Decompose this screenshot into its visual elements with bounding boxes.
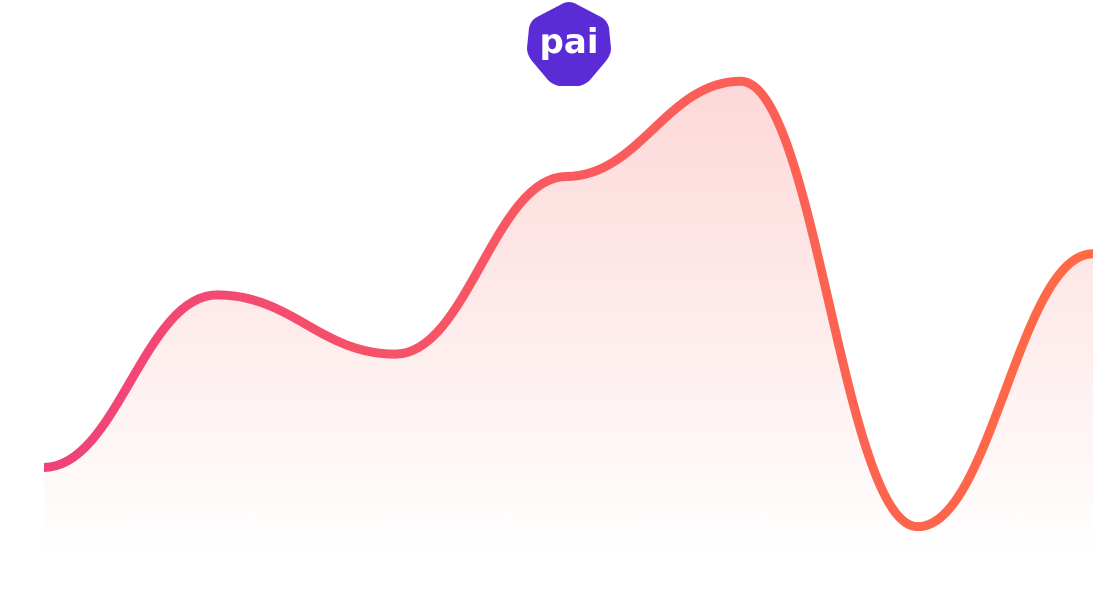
area-fill <box>44 81 1093 555</box>
pai-logo: pai <box>527 2 611 86</box>
logo-text: pai <box>540 22 599 62</box>
plot-area <box>43 76 1094 555</box>
series-line <box>43 76 1094 532</box>
logo-badge-shape <box>527 2 611 86</box>
